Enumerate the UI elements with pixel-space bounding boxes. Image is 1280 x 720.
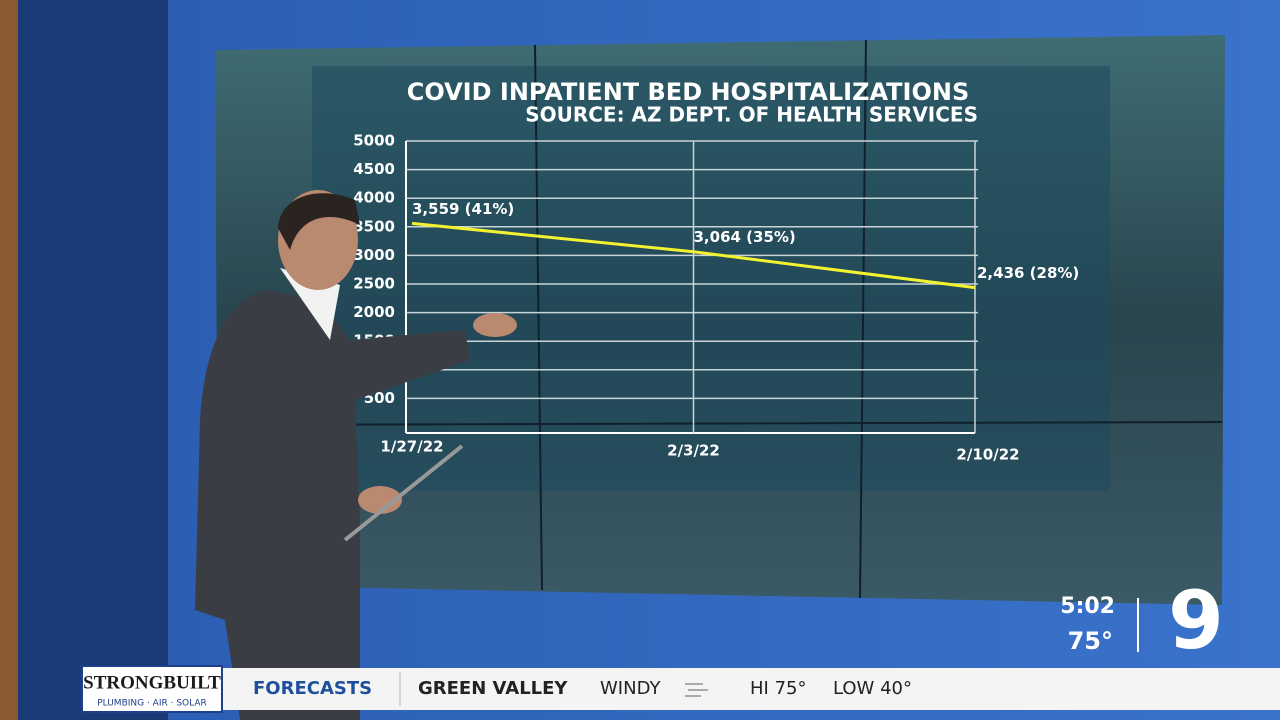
data-label: 3,559 (41%) (412, 200, 514, 218)
wood-edge (0, 0, 18, 720)
high: HI 75° (750, 678, 806, 699)
chart-subtitle: SOURCE: AZ DEPT. OF HEALTH SERVICES (525, 103, 978, 127)
hand (358, 486, 402, 514)
chart-title: COVID INPATIENT BED HOSPITALIZATIONS (407, 78, 970, 106)
low: LOW 40° (833, 678, 912, 699)
y-tick-label: 4000 (353, 189, 395, 207)
y-tick-label: 2000 (353, 303, 395, 321)
data-line (411, 221, 976, 290)
x-tick-label: 1/27/22 (380, 438, 443, 456)
channel: 9 (1168, 574, 1224, 667)
chart: COVID INPATIENT BED HOSPITALIZATIONS SOU… (353, 78, 1079, 464)
ticker-bar (82, 668, 1280, 710)
side-panel (18, 0, 168, 720)
data-label: 3,064 (35%) (694, 228, 796, 246)
condition: WINDY (600, 678, 661, 699)
temperature: 75° (1068, 627, 1113, 655)
y-tick-label: 5000 (353, 132, 395, 150)
x-tick-label: 2/10/22 (956, 446, 1019, 464)
suit (195, 290, 470, 720)
screen-seam (534, 44, 543, 591)
data-label: 2,436 (28%) (977, 264, 1079, 282)
y-tick-label: 2500 (353, 275, 395, 293)
location: GREEN VALLEY (418, 678, 568, 699)
y-tick-label: 3000 (353, 246, 395, 264)
segment: FORECASTS (253, 678, 372, 699)
wind-icon (685, 683, 708, 697)
y-tick-label: 3500 (353, 217, 395, 235)
hand (473, 313, 517, 337)
time: 5:02 (1060, 594, 1115, 619)
clicker (343, 444, 464, 542)
y-tick-label: 4500 (353, 160, 395, 178)
logo-text: STRONGBUILT (83, 672, 221, 693)
logo-sub: PLUMBING · AIR · SOLAR (97, 699, 207, 709)
chart-panel (312, 66, 1110, 491)
screen-seam (859, 39, 867, 599)
x-tick-label: 2/3/22 (667, 442, 720, 460)
station-bug: 5:02 75° 9 (1060, 574, 1224, 667)
sponsor-logo (81, 665, 223, 713)
ticker: STRONGBUILT PLUMBING · AIR · SOLAR FOREC… (81, 665, 1280, 713)
screen-seam (217, 421, 1223, 426)
presenter (195, 190, 517, 720)
hair (278, 193, 360, 250)
